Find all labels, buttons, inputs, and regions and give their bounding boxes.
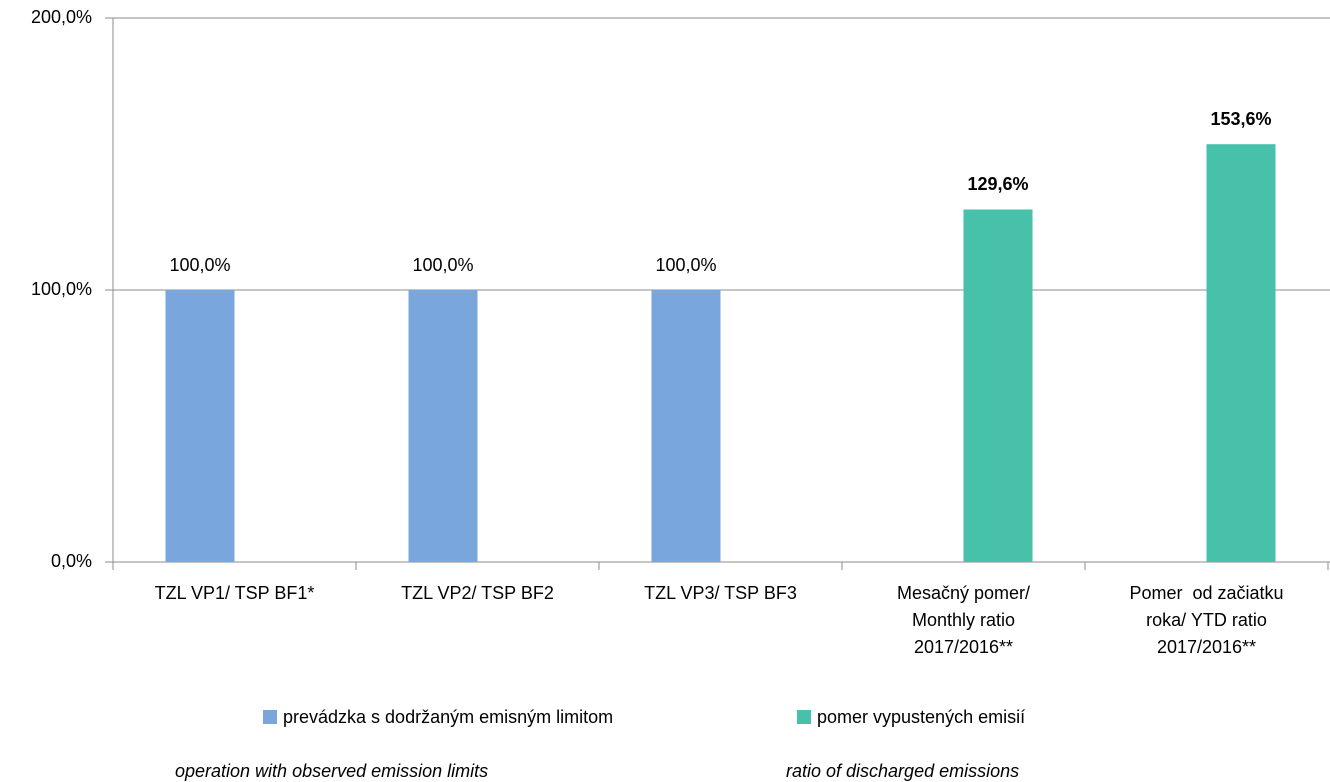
x-tick-label: TZL VP2/ TSP BF2 xyxy=(401,583,554,603)
value-label: 153,6% xyxy=(1210,109,1271,129)
y-tick-label: 100,0% xyxy=(31,279,92,299)
value-label: 100,0% xyxy=(169,255,230,275)
value-label: 100,0% xyxy=(412,255,473,275)
x-tick-label: TZL VP3/ TSP BF3 xyxy=(644,583,797,603)
legend-subtitle: operation with observed emission limits xyxy=(175,761,488,781)
y-tick-label: 200,0% xyxy=(31,7,92,27)
value-label: 100,0% xyxy=(655,255,716,275)
bar xyxy=(651,290,721,562)
legend-swatch xyxy=(263,710,277,724)
legend-swatch xyxy=(797,710,811,724)
bar xyxy=(165,290,235,562)
y-tick-label: 0,0% xyxy=(51,551,92,571)
bar xyxy=(963,209,1033,562)
legend-subtitle: ratio of discharged emissions xyxy=(786,761,1019,781)
x-tick-label: Mesačný pomer/ Monthly ratio 2017/2016** xyxy=(896,583,1036,657)
x-tick-label: TZL VP1/ TSP BF1* xyxy=(154,583,315,603)
bar xyxy=(408,290,478,562)
legend-label: prevádzka s dodržaným emisným limitom xyxy=(283,707,613,727)
bar xyxy=(1206,144,1276,562)
value-label: 129,6% xyxy=(967,174,1028,194)
legend-label: pomer vypustených emisií xyxy=(817,707,1025,727)
x-tick-label: Pomer od začiatku roka/ YTD ratio 2017/2… xyxy=(1129,583,1289,657)
